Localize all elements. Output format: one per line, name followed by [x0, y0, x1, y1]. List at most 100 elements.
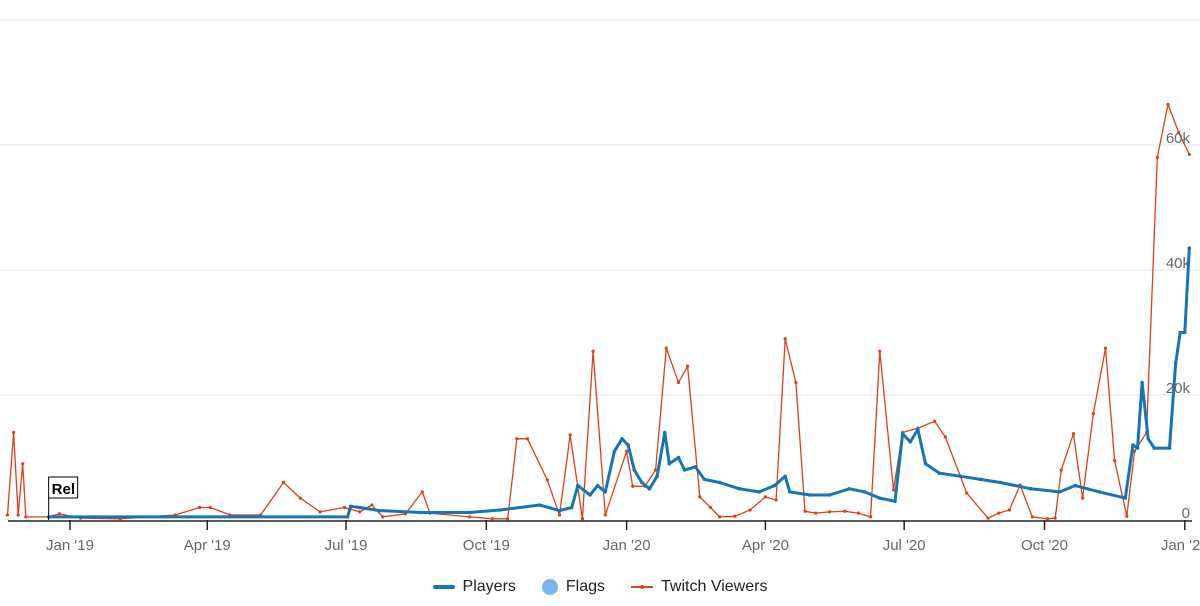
players-point [345, 515, 350, 519]
players-point [1187, 246, 1192, 250]
twitch-viewers-point [803, 509, 807, 513]
players-point [498, 508, 502, 512]
players-point [1146, 436, 1150, 441]
legend-players[interactable]: Players [432, 578, 516, 596]
players-point [1097, 490, 1102, 494]
twitch-viewers-point [467, 515, 472, 519]
players-point [908, 440, 913, 444]
twitch-viewers-point [298, 496, 302, 500]
twitch-viewers-point [631, 484, 635, 488]
x-tick-label: Jan '21 [1161, 537, 1200, 554]
players-point [1182, 330, 1187, 335]
twitch-viewers-point [1155, 155, 1159, 160]
twitch-viewers-point [1091, 412, 1095, 416]
twitch-viewers-point [774, 498, 778, 502]
y-tick-label: 0 [1182, 505, 1190, 522]
players-point [702, 477, 707, 482]
y-tick-label: 40k [1166, 255, 1191, 272]
legend-flags-label: Flags [565, 578, 606, 595]
twitch-viewers-point [997, 511, 1001, 515]
twitch-viewers-point [869, 515, 873, 519]
twitch-viewers-point [1059, 468, 1063, 472]
twitch-viewers-point [708, 505, 713, 510]
twitch-viewers-point [748, 508, 752, 512]
players-point [595, 483, 600, 488]
players-point [676, 455, 681, 460]
twitch-viewers-point [718, 515, 722, 519]
twitch-viewers-point [943, 435, 947, 439]
players-point [998, 480, 1003, 485]
players-point [978, 477, 983, 482]
twitch-viewers-point [1103, 346, 1108, 350]
twitch-viewers-point [1177, 130, 1181, 135]
x-tick-label: Jul '20 [883, 537, 926, 554]
players-point [662, 430, 667, 435]
twitch-viewers-point [370, 503, 374, 507]
twitch-viewers-line [6, 103, 1190, 520]
twitch-viewers-point [506, 517, 510, 521]
players-point [1167, 446, 1172, 450]
players-point [717, 480, 722, 485]
twitch-viewers-point [342, 505, 347, 510]
x-tick-label: Apr '19 [184, 537, 231, 554]
players-point [620, 436, 624, 441]
twitch-viewers-point [1125, 514, 1129, 518]
players-point [937, 471, 942, 475]
x-tick-label: Oct '20 [1021, 537, 1068, 554]
players-point [682, 468, 687, 472]
players-point [783, 474, 788, 479]
twitch-viewers-point [1166, 102, 1170, 106]
players-point [958, 474, 963, 479]
twitch-viewers-point [420, 490, 424, 494]
x-tick-label: Jan '20 [603, 537, 651, 554]
players-point [537, 503, 542, 507]
x-tick-label: Jul '19 [325, 537, 368, 554]
twitch-viewers-point [1045, 517, 1050, 521]
twitch-viewers-point [763, 495, 768, 499]
players-point [862, 490, 867, 494]
y-tick-label: 20k [1166, 380, 1191, 397]
players-point [923, 461, 928, 466]
players-point [588, 493, 592, 497]
flag-box [48, 476, 79, 499]
twitch-viewers-point [698, 495, 702, 499]
twitch-viewers-point [525, 437, 530, 441]
twitch-viewers-point [1081, 496, 1085, 500]
twitch-viewers-point [1071, 432, 1076, 436]
twitch-viewers-point [891, 488, 896, 492]
players-point [1173, 361, 1178, 366]
players-point [632, 468, 637, 472]
players-point [1073, 483, 1077, 488]
players-point [1131, 443, 1135, 447]
players-point [693, 465, 698, 469]
players-point [900, 431, 905, 436]
x-tick-label: Jan '19 [46, 537, 94, 554]
players-point [467, 510, 472, 515]
series-layer [5, 102, 1192, 521]
players-point [655, 474, 659, 479]
twitch-viewers-point [490, 517, 495, 521]
twitch-viewers-point [625, 449, 629, 453]
twitch-viewers-point [515, 437, 519, 441]
players-point [357, 505, 362, 510]
twitch-swatch [631, 585, 654, 589]
legend-twitch-viewers[interactable]: Twitch Viewers [631, 578, 767, 596]
players-point [1057, 490, 1062, 494]
players-point [757, 490, 762, 494]
players-point [640, 480, 644, 485]
players-point [877, 496, 882, 500]
players-point [647, 486, 652, 491]
players-point [626, 443, 630, 447]
flags-layer: Rel [48, 476, 79, 520]
grid-lines [0, 19, 1200, 396]
players-point [827, 493, 832, 497]
legend-flags[interactable]: Flags [541, 578, 606, 596]
twitch-viewers-point [843, 509, 847, 513]
players-point [1140, 380, 1144, 385]
twitch-viewers-point [381, 515, 385, 519]
players-point [377, 508, 382, 513]
players-line [48, 248, 1191, 519]
twitch-viewers-point [580, 517, 585, 521]
twitch-viewers-point [545, 478, 549, 482]
players-point [847, 486, 852, 491]
